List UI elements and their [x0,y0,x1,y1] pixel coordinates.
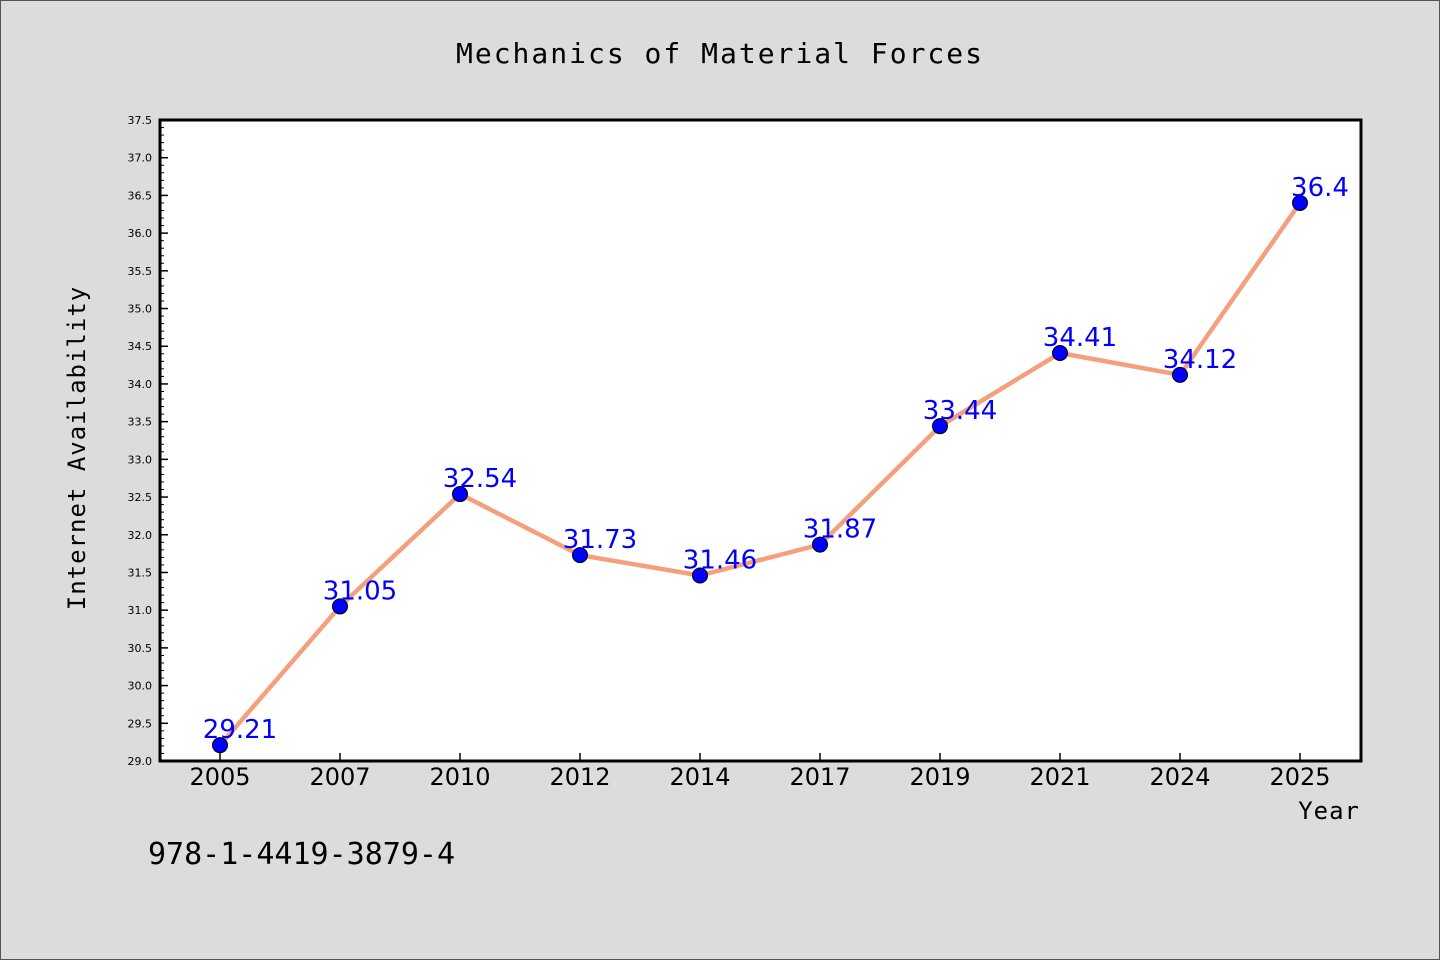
y-tick-label: 32.5 [128,491,153,504]
x-tick-label: 2007 [309,763,370,791]
y-tick-label: 37.0 [128,152,153,165]
data-point [1052,345,1068,362]
y-tick-label: 36.5 [128,189,153,202]
data-label: 31.46 [683,545,757,575]
x-tick-label: 2017 [789,763,850,791]
x-axis: 2005 2007 2010 2012 2014 2017 2019 2021 2024 2025 [189,753,1331,791]
y-tick-label: 33.5 [128,416,153,429]
data-labels: 29.21 31.05 32.54 31.73 31.46 31.87 33.44 34.41… [203,173,1349,745]
series-line [218,201,1302,747]
data-point [452,486,468,503]
data-point [692,567,708,584]
y-tick-label: 34.0 [128,378,153,391]
y-axis: 29.0 29.5 30.0 30.5 31.0 31.5 32.0 32.5 33.0 33.5… [128,114,168,768]
data-label: 29.21 [203,715,277,745]
x-tick-label: 2025 [1269,763,1330,791]
y-tick-label: 32.0 [128,529,153,542]
data-point [572,547,588,564]
y-tick-label: 31.0 [128,604,153,617]
data-point [932,418,948,435]
x-tick-label: 2012 [549,763,610,791]
y-tick-label: 36.0 [128,227,153,240]
x-tick-label: 2010 [429,763,490,791]
series [212,194,1308,754]
y-tick-label: 29.5 [128,717,153,730]
y-tick-label: 37.5 [128,114,153,127]
data-point [1292,194,1308,211]
data-label: 36.4 [1291,173,1349,203]
data-point [332,598,348,615]
data-point [212,737,228,754]
x-tick-label: 2024 [1149,763,1210,791]
y-tick-label: 35.5 [128,265,153,278]
x-tick-label: 2005 [189,763,250,791]
data-point [1172,366,1188,383]
x-tick-label: 2014 [669,763,730,791]
y-tick-label: 31.5 [128,566,153,579]
x-tick-label: 2021 [1029,763,1090,791]
data-label: 34.12 [1163,345,1237,375]
data-label: 31.87 [803,515,877,545]
y-tick-label: 29.0 [128,755,153,768]
data-point [812,536,828,553]
data-label: 33.44 [923,396,997,426]
y-tick-label: 30.0 [128,680,153,693]
data-label: 31.73 [563,525,637,555]
isbn-text: 978-1-4419-3879-4 [148,837,455,872]
data-label: 34.41 [1043,323,1117,353]
x-tick-label: 2019 [909,763,970,791]
x-axis-label: Year [1298,797,1360,825]
y-tick-label: 33.0 [128,453,153,466]
y-axis-label: Internet Availability [63,286,91,610]
data-label: 31.05 [323,576,397,606]
y-tick-label: 30.5 [128,642,153,655]
chart-title: Mechanics of Material Forces [456,37,984,70]
y-tick-label: 34.5 [128,340,153,353]
y-tick-label: 35.0 [128,303,153,316]
data-label: 32.54 [443,464,517,494]
plot-area [158,118,1363,763]
